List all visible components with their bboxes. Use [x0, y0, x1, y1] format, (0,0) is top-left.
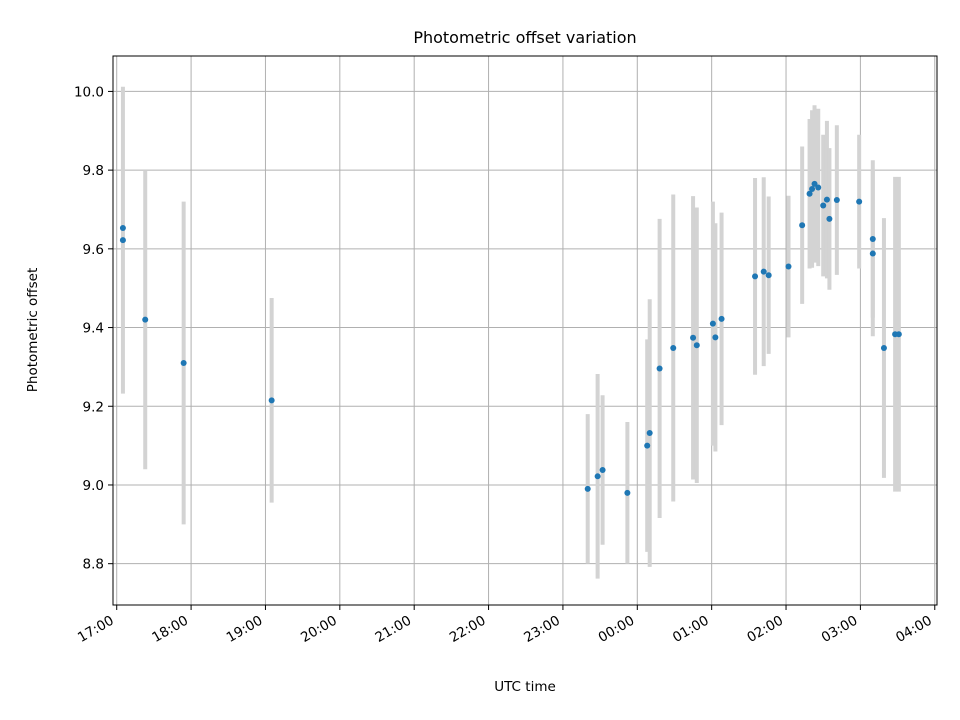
data-point [785, 263, 792, 270]
data-point [584, 485, 591, 492]
data-point [712, 334, 719, 341]
data-point [826, 215, 833, 222]
data-point [811, 180, 818, 187]
data-point [646, 430, 653, 437]
data-point [880, 345, 887, 352]
data-point [895, 331, 902, 338]
data-point [119, 224, 126, 231]
data-point [869, 236, 876, 242]
data-point [760, 268, 767, 275]
y-tick-label: 9.6 [83, 242, 104, 258]
data-point [820, 202, 827, 209]
y-axis-label: Photometric offset [25, 268, 41, 392]
data-point [856, 198, 863, 205]
data-point [693, 342, 700, 349]
data-point [670, 345, 677, 352]
y-axis-ticks: 8.8 9.0 9.2 9.4 9.6 9.8 10.0 [74, 84, 113, 573]
data-point [594, 473, 601, 480]
data-point [809, 186, 816, 193]
data-point [752, 273, 759, 280]
data-point [823, 196, 830, 203]
data-point [599, 467, 606, 474]
data-point [119, 237, 126, 244]
data-point [142, 316, 149, 323]
data-point [833, 197, 840, 204]
data-point [690, 334, 697, 341]
data-point [815, 184, 822, 191]
y-tick-label: 9.4 [83, 321, 104, 337]
data-point [709, 320, 716, 327]
data-point [718, 315, 725, 322]
data-point [765, 272, 772, 279]
grid [113, 56, 937, 605]
chart-title: Photometric offset variation [413, 28, 636, 47]
data-point [799, 222, 806, 229]
y-tick-label: 8.8 [83, 557, 104, 573]
data-points [119, 180, 902, 496]
data-point [180, 359, 187, 366]
data-point [869, 250, 876, 257]
data-point [656, 365, 663, 372]
y-tick-label: 9.2 [83, 399, 104, 415]
data-point [268, 397, 275, 404]
x-axis-label: UTC time [494, 679, 556, 695]
plot-frame [112, 55, 938, 606]
data-point [644, 442, 651, 449]
y-tick-label: 9.0 [83, 478, 104, 494]
y-tick-label: 10.0 [74, 84, 104, 100]
data-point [806, 190, 813, 197]
y-tick-label: 9.8 [83, 163, 104, 179]
data-point [624, 489, 631, 496]
